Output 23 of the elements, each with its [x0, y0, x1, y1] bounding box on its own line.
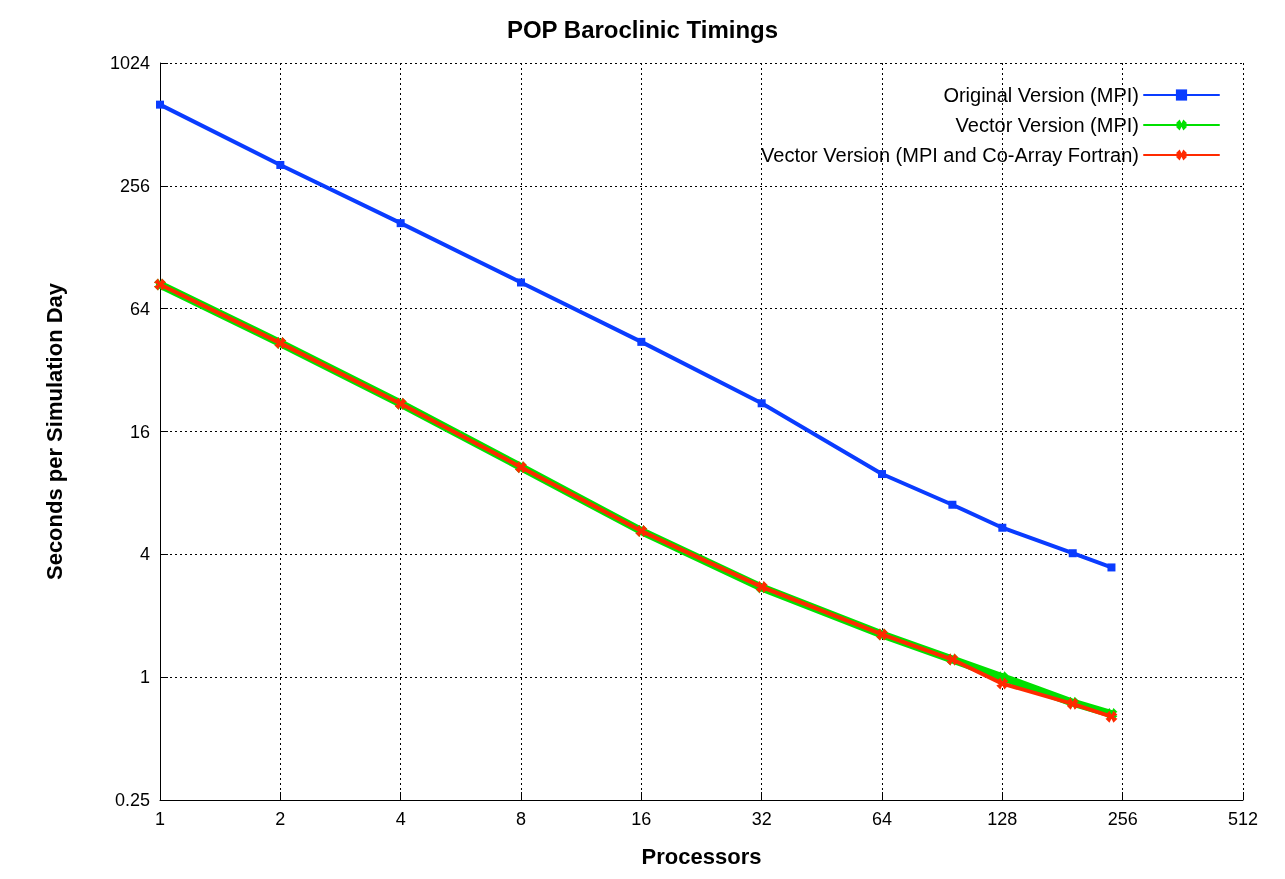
- y-tick-label: 1: [139, 667, 150, 688]
- x-axis-title: Processors: [641, 843, 762, 869]
- y-axis-title: Seconds per Simulation Day: [41, 282, 67, 581]
- legend-label: Vector Version (MPI and Co-Array Fortran): [761, 144, 1139, 166]
- legend-label: Original Version (MPI): [943, 84, 1139, 106]
- chart-title: POP Baroclinic Timings: [506, 15, 779, 43]
- x-tick-label: 1: [154, 809, 166, 829]
- x-tick-label: 512: [1227, 809, 1259, 829]
- y-tick-label: 16: [129, 421, 150, 442]
- y-tick-label: 4: [139, 544, 150, 565]
- x-tick-label: 256: [1107, 809, 1138, 829]
- x-tick-label: 32: [751, 809, 772, 829]
- legend-label: Vector Version (MPI): [955, 114, 1139, 136]
- x-tick-label: 4: [395, 809, 406, 829]
- y-tick-label: 256: [119, 175, 150, 196]
- y-tick-label: 1024: [109, 53, 150, 73]
- x-tick-label: 8: [515, 809, 527, 829]
- x-tick-label: 2: [275, 809, 286, 829]
- x-tick-label: 128: [987, 809, 1018, 829]
- y-tick-label: 0.25: [114, 790, 150, 810]
- x-tick-label: 64: [871, 809, 893, 829]
- x-tick-label: 16: [631, 809, 652, 829]
- y-tick-label: 64: [129, 298, 150, 319]
